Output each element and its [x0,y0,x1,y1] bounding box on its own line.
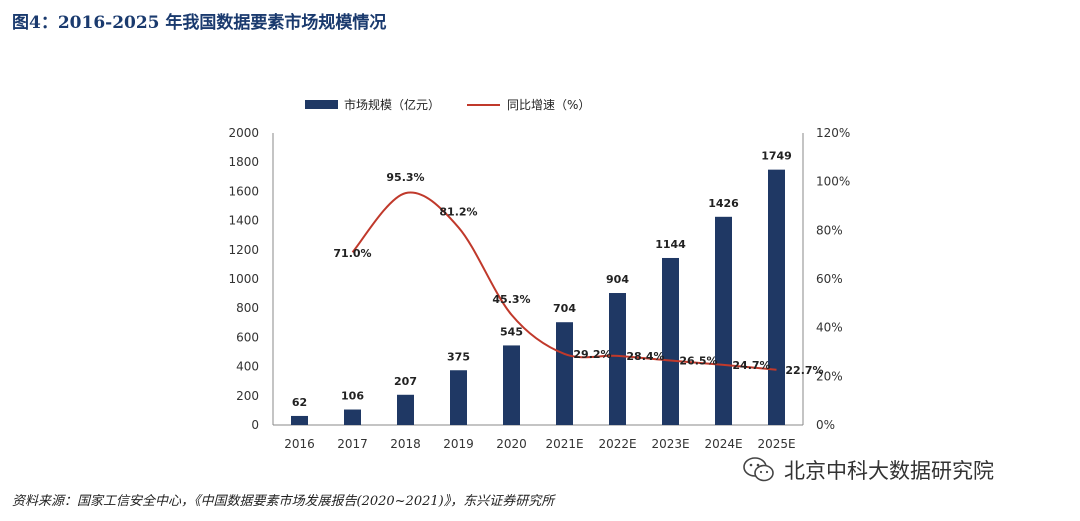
axes: 0 200 400 600 800 1000 1200 1400 1600 1800 2000 0% 2… [228,126,850,451]
bar [397,394,414,425]
source-note: 资料来源：国家工信安全中心，《中国数据要素市场发展报告(2020~2021)》，… [12,494,555,509]
bar-value-label: 375 [447,350,470,363]
y-left-tick-label: 1400 [228,214,259,228]
y-left-tick-label: 1600 [228,184,259,198]
bar-value-label: 1144 [655,238,686,251]
y-left-tick-label: 1200 [228,243,259,257]
bar [450,370,467,425]
y-right-tick-label: 20% [816,369,843,383]
bar [768,169,785,425]
x-tick-label: 2017 [337,437,368,451]
growth-value-label: 24.7% [732,359,770,372]
legend-bar-label: 市场规模（亿元） [344,97,440,112]
legend-bar-swatch [305,100,338,109]
y-left-tick-label: 1800 [228,155,259,169]
y-left-tick-label: 800 [236,301,259,315]
growth-value-label: 29.2% [573,348,611,361]
x-tick-label: 2024E [704,437,742,451]
wechat-icon [743,457,774,482]
growth-value-label: 95.3% [386,171,424,184]
bar [609,293,626,425]
growth-value-label: 81.2% [439,205,477,218]
growth-line [351,191,777,371]
x-tick-label: 2019 [443,437,474,451]
y-right-tick-label: 100% [816,175,850,189]
growth-value-label: 71.0% [333,247,371,260]
data-labels: 62 106 207 375 545 704 904 1144 1426 1749 71.0% 95.… [292,150,824,409]
y-right-tick-label: 60% [816,272,843,286]
legend: 市场规模（亿元） 同比增速（%） [305,97,590,112]
y-left-tick-label: 400 [236,360,259,374]
y-left-tick-label: 600 [236,330,259,344]
x-tick-label: 2021E [545,437,583,451]
bar [556,322,573,425]
y-left-tick-label: 200 [236,389,259,403]
y-left-tick-label: 0 [251,418,259,432]
growth-value-label: 28.4% [626,350,664,363]
bar [662,257,679,425]
growth-line-path [351,191,777,371]
x-tick-label: 2018 [390,437,421,451]
bar-value-label: 207 [394,375,417,388]
y-right-tick-label: 120% [816,126,850,140]
y-right-tick-label: 40% [816,321,843,335]
x-tick-label: 2025E [757,437,795,451]
y-right-tick-label: 0% [816,418,835,432]
legend-line-label: 同比增速（%） [507,98,590,112]
bars [291,169,785,425]
x-tick-label: 2022E [598,437,636,451]
bar [291,415,308,425]
x-tick-label: 2020 [496,437,527,451]
bar-value-label: 545 [500,325,523,338]
chart-title: 图4：2016-2025 年我国数据要素市场规模情况 [12,13,387,33]
bar-value-label: 704 [553,302,576,315]
bar [503,345,520,425]
bar-value-label: 62 [292,396,307,409]
growth-value-label: 22.7% [785,364,823,377]
bar-value-label: 1749 [761,150,792,163]
y-left-tick-label: 1000 [228,272,259,286]
x-tick-label: 2016 [284,437,315,451]
y-left-tick-label: 2000 [228,126,259,140]
bar-value-label: 1426 [708,197,739,210]
x-tick-label: 2023E [651,437,689,451]
watermark: 北京中科大数据研究院 [742,455,994,485]
bar [715,216,732,425]
watermark-text: 北京中科大数据研究院 [784,459,994,483]
bar [344,409,361,425]
growth-value-label: 45.3% [492,293,530,306]
y-right-tick-label: 80% [816,223,843,237]
growth-value-label: 26.5% [679,355,717,368]
bar-value-label: 904 [606,273,629,286]
bar-value-label: 106 [341,390,364,403]
